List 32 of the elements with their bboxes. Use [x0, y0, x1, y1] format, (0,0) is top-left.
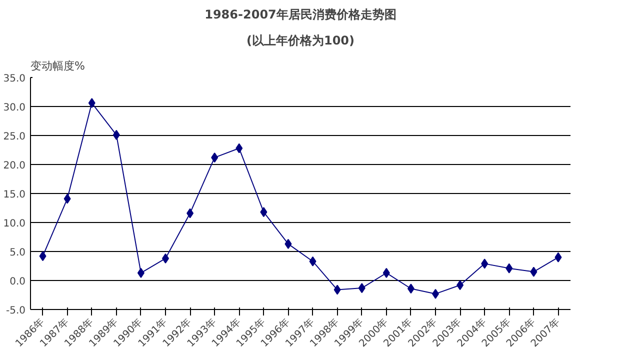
chart-title: 1986-2007年居民消费价格走势图: [204, 8, 396, 22]
point: [530, 266, 538, 277]
y-tick-label: 25.0: [3, 132, 26, 142]
point: [186, 208, 194, 218]
point: [382, 268, 390, 278]
point: [88, 98, 96, 108]
point: [309, 256, 316, 266]
y-tick-label: 35.0: [3, 74, 26, 84]
y-tick-label: 0.0: [10, 276, 26, 288]
point: [260, 207, 268, 218]
point: [211, 152, 218, 163]
point: [506, 263, 513, 274]
point: [112, 130, 120, 140]
point: [284, 238, 292, 249]
y-tick-label: 20.0: [3, 160, 26, 172]
point: [456, 280, 464, 290]
point: [334, 284, 341, 295]
y-tick-label: 5.0: [10, 248, 26, 258]
chart-subtitle: (以上年价格为100): [246, 34, 355, 48]
point: [39, 251, 46, 262]
y-tick-label: -5.0: [6, 306, 26, 316]
point: [64, 194, 71, 204]
point: [358, 283, 366, 294]
point: [236, 143, 243, 154]
point: [481, 258, 488, 269]
point: [137, 268, 144, 278]
y-tick-label: 10.0: [3, 218, 26, 230]
y-tick-label: 30.0: [3, 102, 26, 114]
point: [407, 284, 414, 294]
y-axis-title: 变动幅度%: [30, 60, 85, 72]
point: [554, 252, 562, 262]
y-tick-label: 15.0: [3, 190, 26, 200]
